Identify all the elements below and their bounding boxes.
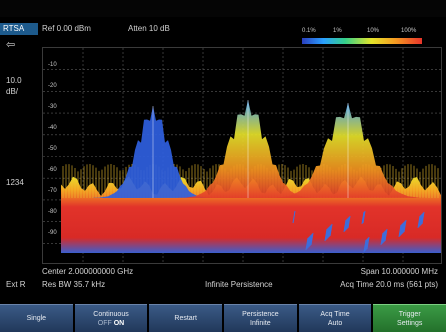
legend-label: 10% — [367, 28, 380, 34]
scatter-trace — [402, 220, 406, 234]
scatter-trace — [347, 215, 351, 229]
scatter-trace — [324, 228, 328, 242]
scatter-trace — [326, 226, 330, 240]
persistence-title: Persistence — [242, 310, 279, 318]
scatter-trace — [401, 221, 405, 235]
scatter-trace — [398, 224, 402, 238]
center-frequency: Center 2.000000000 GHz — [42, 267, 134, 276]
continuous-on-option: ON — [113, 319, 125, 327]
softkey-bar: Single Continuous OFF ON Restart Persist… — [0, 304, 446, 332]
trigger-title: Trigger — [398, 310, 421, 318]
scale-value: 10.0 — [6, 76, 22, 85]
scatter-trace — [363, 239, 367, 253]
restart-button[interactable]: Restart — [149, 304, 223, 332]
persistence-mode: Infinite Persistence — [205, 280, 273, 289]
persistence-spectrum-display[interactable]: -10 -20 -30 -40 -50 -60 -70 -80 -90 — [42, 47, 442, 264]
scatter-trace — [380, 232, 384, 246]
single-button[interactable]: Single — [0, 304, 73, 332]
signal-lobe-warm — [268, 103, 428, 198]
scatter-trace — [399, 223, 403, 237]
signal-lobe-mixed — [178, 100, 318, 198]
y-tick-label: -80 — [48, 209, 57, 215]
scatter-trace — [419, 213, 423, 227]
acq-time-title: Acq Time — [320, 310, 350, 318]
scatter-trace — [417, 215, 421, 229]
acq-time-value: Auto — [327, 319, 343, 327]
scatter-trace — [400, 222, 404, 236]
signal-persistence — [61, 100, 441, 253]
scatter-trace — [325, 227, 329, 241]
title-bar — [0, 0, 446, 17]
scatter-trace — [310, 232, 314, 246]
acq-time-button[interactable]: Acq Time Auto — [298, 304, 372, 332]
scatter-trace — [403, 219, 407, 233]
scatter-trace — [346, 216, 350, 230]
scatter-trace — [364, 238, 368, 252]
scatter-trace — [306, 236, 310, 250]
scatter-trace — [384, 228, 388, 242]
spectrum-graphic — [43, 48, 441, 263]
restart-label: Restart — [174, 315, 197, 322]
resolution-bandwidth: Res BW 35.7 kHz — [42, 280, 106, 289]
ext-ref-label: Ext R — [6, 280, 26, 289]
single-label: Single — [26, 315, 47, 322]
scatter-trace — [343, 219, 347, 233]
scatter-trace — [308, 234, 312, 248]
ref-level: Ref 0.00 dBm — [42, 24, 91, 33]
scatter-trace — [420, 212, 424, 226]
scatter-trace — [307, 235, 311, 249]
trace-select-icon[interactable]: ⇦ — [6, 39, 16, 51]
trigger-settings-button[interactable]: Trigger Settings — [373, 304, 446, 332]
scatter-trace — [305, 237, 309, 251]
signal-lobe-blue — [93, 106, 213, 198]
mode-badge: RTSA — [0, 23, 38, 35]
y-tick-label: -30 — [48, 104, 57, 110]
legend-label: 100% — [401, 28, 417, 34]
scatter-trace — [418, 214, 422, 228]
scale-unit: dB/ — [6, 87, 19, 96]
continuous-toggle[interactable]: Continuous OFF ON — [74, 304, 148, 332]
scatter-trace — [292, 210, 296, 224]
trigger-value: Settings — [397, 319, 423, 327]
scatter-trace — [327, 225, 331, 239]
acquisition-time: Acq Time 20.0 ms (561 pts) — [340, 280, 438, 289]
scatter-trace — [309, 233, 313, 247]
y-tick-label: -40 — [48, 125, 57, 131]
legend-label: 0.1% — [302, 28, 316, 34]
scatter-trace — [381, 231, 385, 245]
scatter-trace — [344, 218, 348, 232]
scatter-trace — [382, 230, 386, 244]
y-tick-label: -90 — [48, 230, 57, 236]
scatter-trace — [366, 236, 370, 250]
continuous-label: Continuous — [93, 310, 129, 318]
scatter-trace — [362, 210, 366, 224]
persistence-value: Infinite — [250, 319, 271, 327]
attenuation: Atten 10 dB — [128, 24, 170, 33]
legend-label: 1% — [333, 28, 342, 34]
scatter-trace — [328, 224, 332, 238]
y-tick-label: -60 — [48, 167, 57, 173]
persistence-button[interactable]: Persistence Infinite — [224, 304, 297, 332]
y-tick-label: -20 — [48, 83, 57, 89]
scatter-trace — [345, 217, 349, 231]
span: Span 10.000000 MHz — [360, 267, 438, 276]
scatter-trace — [361, 211, 365, 225]
marker-label[interactable]: 1234 — [6, 178, 24, 187]
y-tick-label: -10 — [48, 62, 57, 68]
scatter-trace — [329, 223, 333, 237]
persistence-color-legend — [302, 38, 422, 44]
continuous-off-option: OFF — [97, 319, 112, 327]
y-tick-label: -70 — [48, 188, 57, 194]
scatter-trace — [421, 211, 425, 225]
scatter-trace — [365, 237, 369, 251]
y-tick-label: -50 — [48, 146, 57, 152]
scatter-trace — [383, 229, 387, 243]
